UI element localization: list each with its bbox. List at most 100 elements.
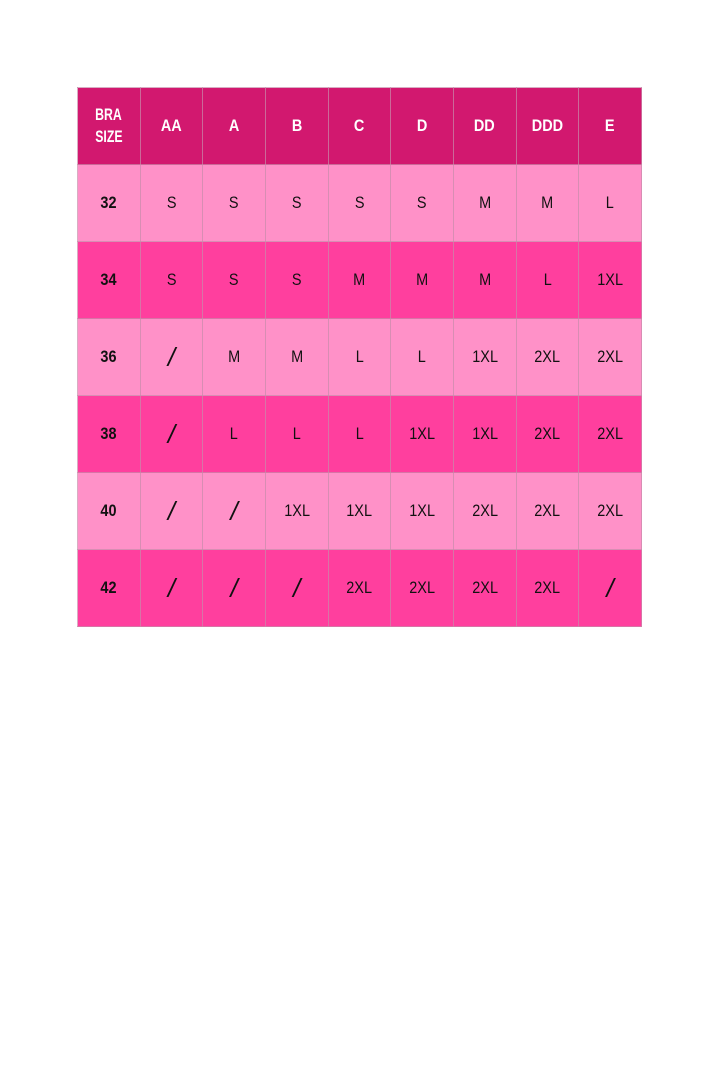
corner-line-2: SIZE — [95, 127, 123, 146]
table-row: 32 S S S S S M M L — [77, 164, 642, 242]
size-cell: 2XL — [578, 395, 642, 473]
band-size-label: 42 — [100, 578, 117, 597]
table-row: 36 / M M L L 1XL 2XL 2XL — [77, 318, 642, 396]
size-value: L — [418, 347, 427, 366]
size-cell: S — [264, 241, 329, 319]
size-value: 2XL — [534, 347, 561, 366]
corner-header: BRA SIZE — [77, 87, 141, 165]
size-value: 2XL — [534, 501, 561, 520]
size-value: 1XL — [471, 424, 498, 443]
size-cell: 1XL — [578, 241, 642, 319]
size-value: M — [478, 270, 491, 289]
size-value: 2XL — [534, 578, 561, 597]
band-size-cell: 36 — [77, 318, 141, 396]
size-cell: M — [390, 241, 454, 319]
size-cell: / — [578, 549, 642, 627]
table-row: 38 / L L L 1XL 1XL 2XL 2XL — [77, 395, 642, 473]
size-value: 1XL — [471, 347, 498, 366]
size-cell: L — [390, 318, 454, 396]
size-cell: 1XL — [452, 395, 517, 473]
table-row: 40 / / 1XL 1XL 1XL 2XL 2XL 2XL — [77, 472, 642, 550]
band-size-cell: 40 — [77, 472, 141, 550]
size-value: 1XL — [597, 270, 623, 289]
size-cell: S — [390, 164, 454, 242]
size-value: 2XL — [597, 347, 623, 366]
size-cell: M — [264, 318, 329, 396]
band-size-cell: 42 — [77, 549, 141, 627]
size-value: M — [541, 193, 554, 212]
band-size-label: 38 — [100, 424, 117, 443]
size-cell: 2XL — [452, 549, 517, 627]
size-cell: 2XL — [390, 549, 454, 627]
size-value: 2XL — [534, 424, 561, 443]
band-size-label: 36 — [100, 347, 117, 366]
column-header-label: DDD — [531, 116, 564, 135]
column-header: A — [202, 87, 266, 165]
size-cell: 1XL — [264, 472, 329, 550]
size-cell: 1XL — [390, 472, 454, 550]
column-header-label: E — [605, 116, 615, 135]
size-value: L — [292, 424, 301, 443]
size-value: / — [293, 572, 301, 603]
column-header: C — [327, 87, 392, 165]
column-header-label: D — [416, 116, 428, 135]
size-value: S — [229, 270, 239, 289]
size-value: L — [606, 193, 615, 212]
bra-size-chart: BRA SIZE AA A B C D DD DDD E 32 S S S S S M M L 34 S S S M M M L… — [77, 87, 642, 627]
size-cell: M — [202, 318, 266, 396]
size-value: M — [416, 270, 429, 289]
band-size-cell: 38 — [77, 395, 141, 473]
size-value: 1XL — [409, 501, 435, 520]
size-cell: M — [452, 164, 517, 242]
band-size-label: 40 — [100, 501, 117, 520]
size-value: M — [353, 270, 366, 289]
column-header-label: AA — [161, 116, 182, 135]
column-header: AA — [139, 87, 204, 165]
size-cell: 2XL — [515, 472, 580, 550]
size-value: / — [167, 495, 176, 526]
band-size-label: 32 — [100, 193, 117, 212]
size-value: / — [167, 418, 176, 449]
size-value: S — [166, 193, 177, 212]
size-cell: 2XL — [578, 472, 642, 550]
size-value: / — [230, 572, 238, 603]
size-value: / — [230, 495, 238, 526]
size-cell: L — [264, 395, 329, 473]
size-cell: 2XL — [452, 472, 517, 550]
size-cell: / — [264, 549, 329, 627]
size-value: 1XL — [346, 501, 373, 520]
size-cell: / — [202, 472, 266, 550]
size-cell: S — [327, 164, 392, 242]
size-value: L — [355, 424, 364, 443]
size-value: 1XL — [409, 424, 435, 443]
size-cell: L — [327, 318, 392, 396]
column-header: E — [578, 87, 642, 165]
size-cell: S — [202, 241, 266, 319]
size-value: M — [290, 347, 303, 366]
band-size-cell: 34 — [77, 241, 141, 319]
size-value: 2XL — [471, 578, 498, 597]
size-cell: / — [139, 549, 204, 627]
size-cell: 2XL — [515, 318, 580, 396]
column-header-label: DD — [474, 116, 496, 135]
size-cell: 2XL — [515, 549, 580, 627]
size-value: S — [417, 193, 427, 212]
corner-line-1: BRA — [95, 105, 123, 124]
size-cell: M — [327, 241, 392, 319]
size-value: / — [167, 572, 176, 603]
table-row: 42 / / / 2XL 2XL 2XL 2XL / — [77, 549, 642, 627]
column-header-label: B — [291, 116, 303, 135]
size-value: M — [478, 193, 491, 212]
column-header: D — [390, 87, 454, 165]
size-value: / — [606, 572, 614, 603]
size-cell: 1XL — [390, 395, 454, 473]
size-cell: S — [264, 164, 329, 242]
size-cell: 1XL — [327, 472, 392, 550]
size-cell: S — [139, 164, 204, 242]
size-cell: / — [202, 549, 266, 627]
size-value: M — [228, 347, 241, 366]
size-cell: 2XL — [515, 395, 580, 473]
size-cell: L — [327, 395, 392, 473]
size-cell: S — [139, 241, 204, 319]
size-cell: / — [139, 395, 204, 473]
